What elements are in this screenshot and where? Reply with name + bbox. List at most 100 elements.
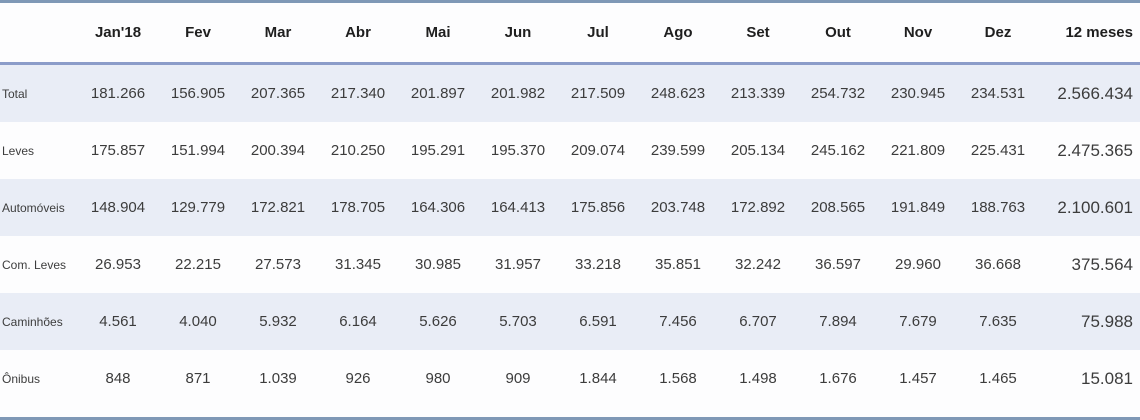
value-cell: 217.509 (570, 85, 626, 102)
value-cell: 254.732 (810, 85, 866, 102)
value-cell: 178.705 (330, 199, 386, 216)
header-cell-month: Set (746, 24, 770, 41)
value-cell: 239.599 (650, 142, 706, 159)
value-cell: 225.431 (970, 142, 1026, 159)
value-cell: 7.456 (659, 313, 697, 330)
value-cell: 164.413 (490, 199, 546, 216)
header-cell-month: Jul (587, 24, 609, 41)
value-cell: 188.763 (970, 199, 1026, 216)
value-cell: 129.779 (170, 199, 226, 216)
value-cell: 32.242 (735, 256, 781, 273)
value-cell: 909 (505, 370, 531, 387)
value-cell: 35.851 (655, 256, 701, 273)
value-cell: 5.626 (419, 313, 457, 330)
table-header-row: Jan'18 Fev Mar Abr Mai Jun Jul Ago Set Out Nov Dez 1… (0, 3, 1140, 62)
header-cell-month: Mar (264, 24, 292, 41)
total-cell: 2.566.434 (1057, 83, 1133, 103)
header-cell-month: Ago (663, 24, 693, 41)
value-cell: 926 (345, 370, 371, 387)
value-cell: 6.164 (339, 313, 377, 330)
header-cell-month: Out (825, 24, 851, 41)
header-cell-month: Mai (425, 24, 451, 41)
value-cell: 7.635 (979, 313, 1017, 330)
row-label: Caminhões (2, 314, 63, 329)
table-row: Ônibus 848 871 1.039 926 980 909 1.844 1.568 1.49… (0, 350, 1140, 407)
value-cell: 201.897 (410, 85, 466, 102)
header-cell-month: Fev (185, 24, 211, 41)
table-row: Com. Leves 26.953 22.215 27.573 31.345 30.985… (0, 236, 1140, 293)
row-label: Total (2, 86, 28, 101)
value-cell: 148.904 (90, 199, 146, 216)
value-cell: 248.623 (650, 85, 706, 102)
value-cell: 208.565 (810, 199, 866, 216)
value-cell: 36.668 (975, 256, 1021, 273)
value-cell: 181.266 (90, 85, 146, 102)
value-cell: 209.074 (570, 142, 626, 159)
row-label: Leves (2, 143, 35, 158)
value-cell: 195.370 (490, 142, 546, 159)
value-cell: 175.856 (570, 199, 626, 216)
value-cell: 6.591 (579, 313, 617, 330)
total-cell: 2.100.601 (1057, 197, 1133, 217)
value-cell: 1.844 (579, 370, 617, 387)
value-cell: 4.561 (99, 313, 137, 330)
header-underline-rule (0, 62, 1140, 65)
value-cell: 1.676 (819, 370, 857, 387)
value-cell: 1.039 (259, 370, 297, 387)
value-cell: 217.340 (330, 85, 386, 102)
value-cell: 195.291 (410, 142, 466, 159)
value-cell: 31.345 (335, 256, 381, 273)
value-cell: 980 (425, 370, 451, 387)
value-cell: 172.821 (250, 199, 306, 216)
value-cell: 5.932 (259, 313, 297, 330)
value-cell: 848 (105, 370, 131, 387)
header-cell-month: Jun (504, 24, 532, 41)
value-cell: 30.985 (415, 256, 461, 273)
value-cell: 205.134 (730, 142, 786, 159)
value-cell: 5.703 (499, 313, 537, 330)
row-label: Com. Leves (2, 257, 67, 272)
table-row: Leves 175.857 151.994 200.394 210.250 195.291… (0, 122, 1140, 179)
header-cell-month: Jan'18 (94, 24, 142, 41)
value-cell: 36.597 (815, 256, 861, 273)
value-cell: 230.945 (890, 85, 946, 102)
header-cell-month: Nov (903, 24, 933, 41)
total-cell: 75.988 (1081, 311, 1133, 331)
value-cell: 234.531 (970, 85, 1026, 102)
total-cell: 15.081 (1081, 368, 1133, 388)
value-cell: 6.707 (739, 313, 777, 330)
value-cell: 203.748 (650, 199, 706, 216)
value-cell: 7.679 (899, 313, 937, 330)
value-cell: 26.953 (95, 256, 141, 273)
table-row: Total 181.266 156.905 207.365 217.340 201.897… (0, 65, 1140, 122)
table-row: Automóveis 148.904 129.779 172.821 178.705 16… (0, 179, 1140, 236)
value-cell: 7.894 (819, 313, 857, 330)
value-cell: 213.339 (730, 85, 786, 102)
header-cell-month: Abr (345, 24, 371, 41)
value-cell: 200.394 (250, 142, 306, 159)
value-cell: 156.905 (170, 85, 226, 102)
value-cell: 175.857 (90, 142, 146, 159)
value-cell: 1.498 (739, 370, 777, 387)
value-cell: 1.457 (899, 370, 937, 387)
value-cell: 22.215 (175, 256, 221, 273)
row-label: Ônibus (2, 371, 41, 386)
header-cell-12-meses: 12 meses (1065, 24, 1133, 41)
value-cell: 29.960 (895, 256, 941, 273)
value-cell: 151.994 (170, 142, 226, 159)
table-body: Total 181.266 156.905 207.365 217.340 201.897… (0, 65, 1140, 407)
value-cell: 871 (185, 370, 211, 387)
value-cell: 191.849 (890, 199, 946, 216)
value-cell: 31.957 (495, 256, 541, 273)
table-row: Caminhões 4.561 4.040 5.932 6.164 5.626 5.703 6… (0, 293, 1140, 350)
header-cell-month: Dez (984, 24, 1012, 41)
value-cell: 201.982 (490, 85, 546, 102)
value-cell: 1.465 (979, 370, 1017, 387)
value-cell: 221.809 (890, 142, 946, 159)
value-cell: 1.568 (659, 370, 697, 387)
value-cell: 4.040 (179, 313, 217, 330)
value-cell: 210.250 (330, 142, 386, 159)
top-border-rule (0, 0, 1140, 3)
row-label: Automóveis (2, 200, 65, 215)
